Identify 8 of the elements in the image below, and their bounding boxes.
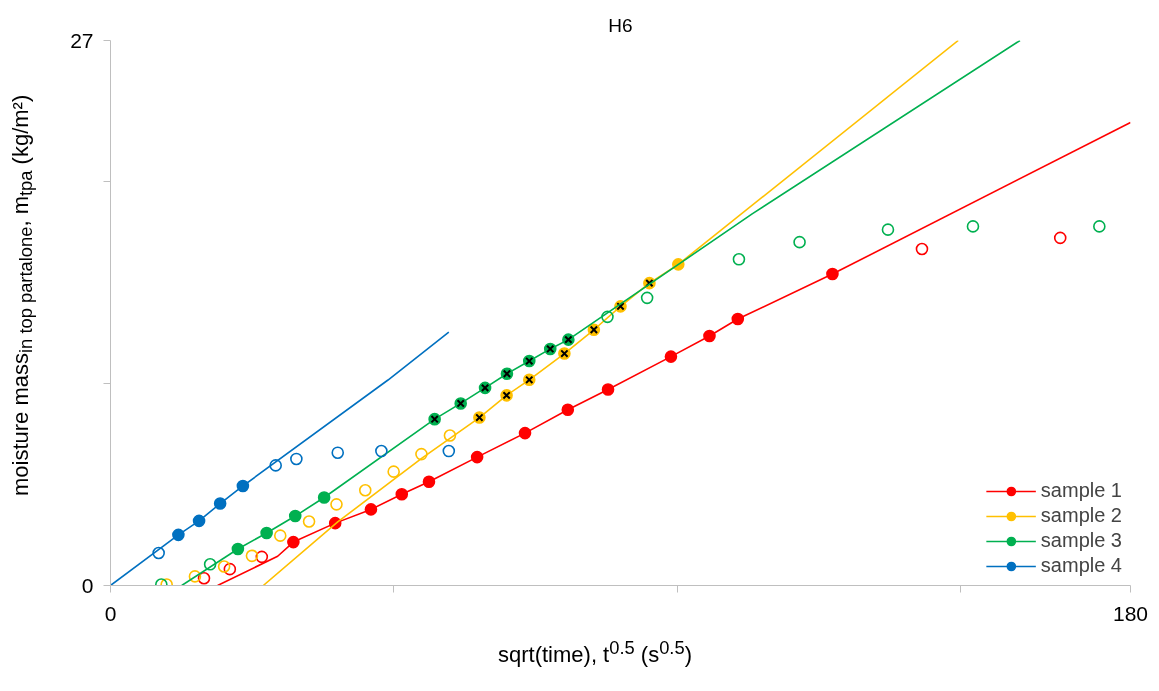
x-tick-label: 180 [1112,601,1149,625]
x-axis-title: sqrt(time), t$^{0.5}$ (s$^{0.5}$) [497,636,693,670]
chart-title: H6 [608,14,633,36]
legend-label: sample 4 [1040,554,1122,577]
legend-label: sample 3 [1040,529,1122,552]
y-tick-label: 27 [70,28,94,52]
legend-label: sample 2 [1040,504,1122,527]
legend-label: sample 1 [1040,479,1122,502]
